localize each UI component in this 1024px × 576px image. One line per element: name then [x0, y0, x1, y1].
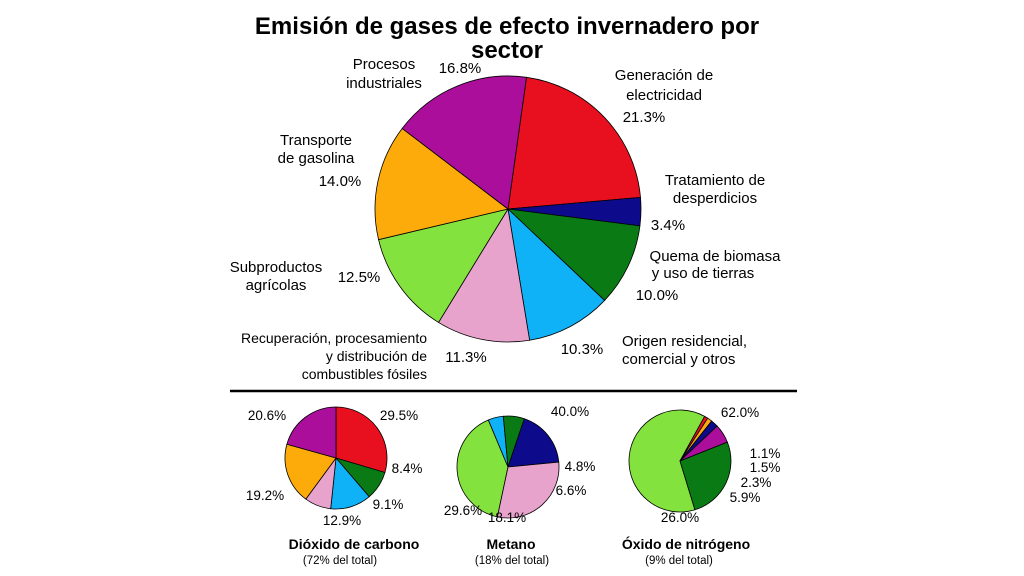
label-subproductos-line1: Subproductos [230, 259, 323, 276]
main-pie-slice-5 [378, 208, 509, 323]
co2-pie-slice-6 [284, 443, 337, 500]
value-quema: 10.0% [636, 287, 679, 304]
nitrous-oxide-pie [628, 409, 732, 513]
n2o-pie-slice-5 [679, 441, 732, 511]
value-tratamiento: 3.4% [651, 217, 685, 234]
label-transporte-line2: de gasolina [278, 150, 355, 167]
ch4-value-recuperacion: 29.6% [444, 503, 482, 518]
ch4-value-desperdicios: 18.1% [488, 510, 526, 525]
main-pie-slice-3 [507, 207, 606, 341]
value-origen: 10.3% [561, 341, 604, 358]
label-tratamiento-line1: Tratamiento de [665, 172, 765, 189]
co2-value-recuperacion: 8.4% [392, 461, 423, 476]
label-procesos-line2: industriales [346, 75, 422, 92]
co2-subtitle: (72% del total) [303, 555, 377, 567]
ch4-pie-slice-3 [507, 418, 560, 468]
label-quema-line2: y uso de tierras [652, 265, 755, 282]
label-generacion-line2: electricidad [626, 87, 702, 104]
ch4-subtitle: (18% del total) [475, 555, 549, 567]
label-tratamiento-line2: desperdicios [673, 190, 757, 207]
methane-pie [456, 415, 560, 519]
nitrous-oxide-labels: 62.0% 1.1% 1.5% 2.3% 5.9% 26.0% Óxido de… [622, 405, 781, 567]
value-generacion: 21.3% [623, 109, 666, 126]
co2-pie-slice-7 [286, 406, 337, 459]
label-transporte-line1: Transporte [280, 132, 352, 149]
main-pie-slice-4 [437, 207, 531, 343]
label-recuperacion-line2: y distribución de [326, 348, 427, 364]
label-origen-line1: Origen residencial, [622, 333, 747, 350]
chart-title-line1: Emisión de gases de efecto invernadero p… [255, 13, 759, 40]
value-subproductos: 12.5% [338, 269, 381, 286]
co2-value-residencial: 12.9% [323, 513, 361, 528]
ch4-pie-slice-4 [496, 461, 560, 519]
methane-labels: 40.0% 4.8% 6.6% 18.1% 29.6% Metano (18% … [444, 404, 596, 567]
co2-value-procesos: 20.6% [248, 408, 286, 423]
label-recuperacion-line3: combustibles fósiles [302, 366, 427, 382]
co2-pie [284, 406, 388, 510]
ch4-value-agricolas: 40.0% [551, 404, 589, 419]
label-quema-line1: Quema de biomasa [650, 248, 782, 265]
co2-value-quema: 9.1% [373, 497, 404, 512]
n2o-value-transporte: 1.5% [750, 460, 781, 475]
co2-value-transporte: 19.2% [246, 488, 284, 503]
chart-title-line2: sector [471, 37, 543, 64]
n2o-subtitle: (9% del total) [645, 555, 713, 567]
label-recuperacion-line1: Recuperación, procesamiento [241, 330, 427, 346]
main-pie-slice-6 [374, 127, 509, 241]
ch4-value-quema: 6.6% [556, 483, 587, 498]
n2o-value-agricolas: 62.0% [721, 405, 759, 420]
label-procesos-line1: Procesos [353, 56, 416, 73]
co2-labels: 29.5% 20.6% 8.4% 9.1% 19.2% 12.9% Dióxid… [246, 408, 423, 567]
main-pie-slice-2 [506, 208, 641, 301]
n2o-value-procesos: 5.9% [730, 490, 761, 505]
n2o-title: Óxido de nitrógeno [622, 535, 750, 552]
n2o-pie-slice-0 [628, 409, 706, 513]
value-procesos: 16.8% [439, 60, 482, 77]
ch4-value-residencial: 4.8% [565, 459, 596, 474]
n2o-value-electricidad: 1.1% [750, 446, 781, 461]
co2-title: Dióxido de carbono [289, 536, 420, 552]
main-pie-labels: Generación de electricidad 21.3% Tratami… [230, 56, 781, 382]
value-recuperacion: 11.3% [445, 349, 486, 366]
main-pie-slice-7 [401, 75, 527, 210]
ch4-pie-slice-0 [456, 419, 509, 518]
main-pie-slice-0 [507, 76, 641, 210]
value-transporte: 14.0% [319, 173, 362, 190]
main-pie [374, 75, 642, 343]
label-generacion-line1: Generación de [615, 67, 713, 84]
label-origen-line2: comercial y otros [622, 351, 735, 368]
co2-pie-slice-0 [335, 406, 388, 473]
co2-value-electricidad: 29.5% [380, 408, 418, 423]
n2o-value-quema: 26.0% [661, 510, 699, 525]
n2o-value-desperdicios: 2.3% [741, 475, 772, 490]
label-subproductos-line2: agrícolas [246, 277, 307, 294]
ch4-title: Metano [487, 536, 536, 552]
